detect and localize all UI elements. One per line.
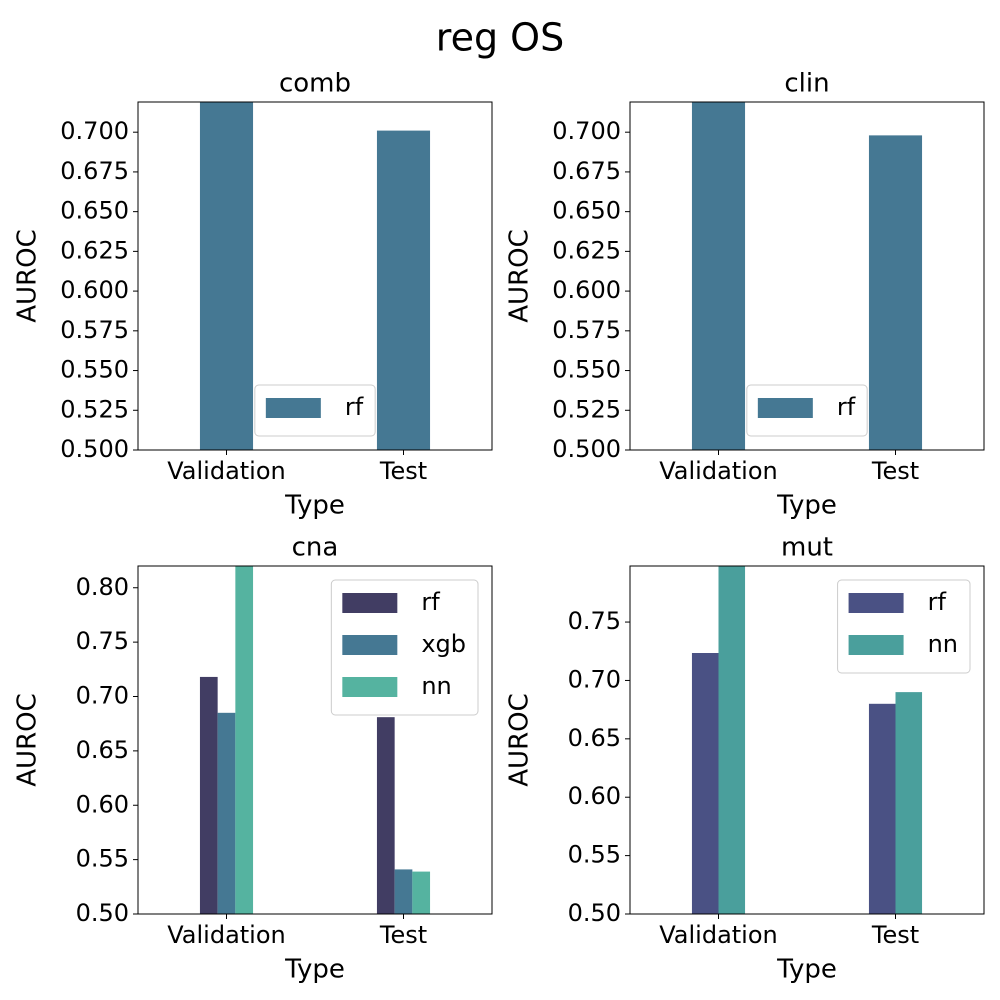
y-tick-label: 0.525 xyxy=(552,395,621,423)
x-axis-label: Type xyxy=(776,955,837,985)
legend-swatch xyxy=(342,677,398,697)
bar xyxy=(895,692,923,914)
y-tick-label: 0.600 xyxy=(60,276,129,304)
figure-title: reg OS xyxy=(436,16,564,60)
bar xyxy=(868,135,923,450)
y-tick-label: 0.575 xyxy=(552,316,621,344)
x-tick-label: Validation xyxy=(167,921,286,949)
y-axis-label: AUROC xyxy=(505,229,535,323)
bar xyxy=(691,102,746,450)
plot-area xyxy=(691,566,923,914)
legend-label: rf xyxy=(345,393,364,421)
legend-label: rf xyxy=(928,588,947,616)
y-tick-label: 0.575 xyxy=(60,316,129,344)
bar xyxy=(691,653,719,914)
axes-frame xyxy=(629,101,985,451)
y-tick-label: 0.625 xyxy=(552,236,621,264)
legend-swatch xyxy=(757,398,813,418)
subplot-title: clin xyxy=(784,69,829,99)
subplot: 0.500 0.525 0.550 0.575 0.600 0.625 0.650 0.675… xyxy=(505,69,985,521)
y-tick-label: 0.75 xyxy=(76,627,129,655)
y-tick-label: 0.700 xyxy=(60,117,129,145)
legend: rf nn xyxy=(837,579,971,674)
x-tick-label: Test xyxy=(871,921,919,949)
axes-frame xyxy=(137,565,493,915)
y-axis-label: AUROC xyxy=(13,693,43,787)
bar xyxy=(376,130,431,450)
y-tick-label: 0.525 xyxy=(60,395,129,423)
y-tick-label: 0.60 xyxy=(568,782,621,810)
y-axis-label: AUROC xyxy=(505,693,535,787)
y-tick-label: 0.625 xyxy=(60,236,129,264)
y-tick-label: 0.50 xyxy=(76,899,129,927)
y-tick-label: 0.550 xyxy=(552,356,621,384)
plot-area xyxy=(199,102,431,450)
y-tick-label: 0.70 xyxy=(76,682,129,710)
legend-label: nn xyxy=(928,630,958,658)
legend-label: nn xyxy=(421,672,451,700)
y-tick-label: 0.50 xyxy=(568,899,621,927)
subplot-title: cna xyxy=(292,533,339,563)
legend-swatch xyxy=(342,635,398,655)
y-tick-label: 0.65 xyxy=(76,736,129,764)
y-tick-label: 0.80 xyxy=(76,573,129,601)
legend: rf xyxy=(254,384,376,437)
y-tick-label: 0.675 xyxy=(60,157,129,185)
bar xyxy=(394,869,413,914)
bar xyxy=(217,712,236,914)
y-tick-label: 0.70 xyxy=(568,665,621,693)
legend: rf xgb nn xyxy=(330,579,479,716)
subplot: 0.50 0.55 0.60 0.65 0.70 0.75 0.80 Validation Te… xyxy=(13,533,493,985)
bar xyxy=(235,566,254,914)
legend-swatch xyxy=(265,398,321,418)
y-tick-label: 0.650 xyxy=(60,197,129,225)
x-tick-label: Validation xyxy=(659,457,778,485)
y-tick-label: 0.700 xyxy=(552,117,621,145)
x-axis-label: Type xyxy=(284,955,345,985)
legend-swatch xyxy=(342,593,398,613)
bar xyxy=(718,566,746,914)
y-tick-label: 0.500 xyxy=(552,435,621,463)
subplot: 0.500 0.525 0.550 0.575 0.600 0.625 0.650 0.675… xyxy=(13,69,493,521)
legend: rf xyxy=(746,384,868,437)
bar xyxy=(868,703,896,914)
bar xyxy=(412,871,431,914)
y-tick-label: 0.675 xyxy=(552,157,621,185)
legend-swatch xyxy=(848,635,904,655)
x-tick-label: Test xyxy=(379,921,427,949)
bar xyxy=(199,102,254,450)
y-tick-label: 0.55 xyxy=(568,841,621,869)
subplot-title: comb xyxy=(279,69,351,99)
y-tick-label: 0.500 xyxy=(60,435,129,463)
axes-frame xyxy=(137,101,493,451)
x-axis-label: Type xyxy=(284,491,345,521)
y-tick-label: 0.650 xyxy=(552,197,621,225)
subplot-title: mut xyxy=(781,533,833,563)
bar xyxy=(376,717,395,914)
x-axis-label: Type xyxy=(776,491,837,521)
legend-label: rf xyxy=(421,588,440,616)
axes-frame xyxy=(629,565,985,915)
bar xyxy=(199,676,218,914)
y-axis-label: AUROC xyxy=(13,229,43,323)
subplot: 0.50 0.55 0.60 0.65 0.70 0.75 Validation Test mu… xyxy=(505,533,985,985)
plot-area xyxy=(691,102,923,450)
legend-swatch xyxy=(848,593,904,613)
legend-label: xgb xyxy=(421,630,466,658)
x-tick-label: Test xyxy=(379,457,427,485)
y-tick-label: 0.60 xyxy=(76,790,129,818)
x-tick-label: Test xyxy=(871,457,919,485)
plot-area xyxy=(199,566,431,914)
y-tick-label: 0.550 xyxy=(60,356,129,384)
x-tick-label: Validation xyxy=(167,457,286,485)
legend-label: rf xyxy=(837,393,856,421)
y-tick-label: 0.75 xyxy=(568,607,621,635)
y-tick-label: 0.600 xyxy=(552,276,621,304)
y-tick-label: 0.65 xyxy=(568,724,621,752)
y-tick-label: 0.55 xyxy=(76,845,129,873)
x-tick-label: Validation xyxy=(659,921,778,949)
